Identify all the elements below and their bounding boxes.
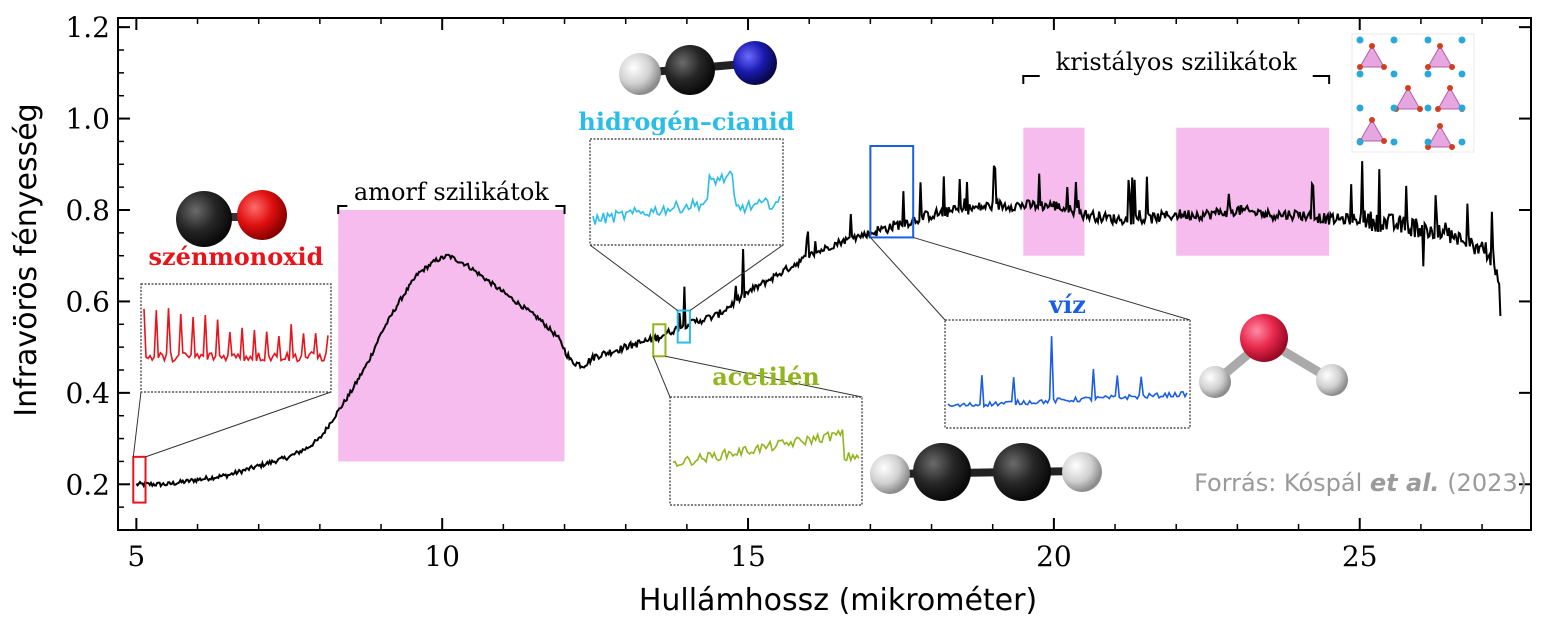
- water-label: víz: [1048, 290, 1086, 319]
- co-molecule-icon: [176, 190, 287, 247]
- x-tick-label: 10: [424, 540, 460, 573]
- c2h2-leader-line: [652, 356, 671, 398]
- y-tick-label: 0.2: [65, 468, 110, 501]
- co-leader-line: [132, 391, 142, 457]
- c2h2-label: acetilén: [712, 362, 819, 391]
- crystal-structure-icon: [1351, 33, 1475, 153]
- co-inset-trace: [143, 308, 329, 364]
- water-molecule-icon: [1199, 314, 1348, 398]
- water-inset-trace: [947, 336, 1188, 409]
- c2h2-leader-line: [665, 355, 863, 398]
- y-tick-label: 1.0: [65, 103, 110, 136]
- water-zoom-box: [869, 145, 915, 239]
- hcn-inset-trace: [592, 170, 781, 225]
- x-tick-label: 20: [1036, 540, 1072, 573]
- water-inset: [944, 319, 1191, 429]
- region-label-bg-1: [1039, 46, 1313, 80]
- acetylene-molecule-icon: [870, 443, 1102, 501]
- hcn-inset: [589, 138, 784, 246]
- co-zoom-box: [132, 455, 147, 504]
- region-label-1: kristályos szilikátok: [1056, 48, 1298, 76]
- c2h2-zoom-box: [652, 323, 667, 358]
- y-tick-label: 0.4: [65, 377, 110, 410]
- c2h2-inset-trace: [672, 429, 860, 468]
- hcn-label: hidrogén–cianid: [578, 107, 794, 136]
- x-axis-ticks: 5 10 15 20 25: [127, 18, 1483, 573]
- shaded-region-0: [338, 210, 565, 462]
- y-axis-ticks: 0.2 0.4 0.6 0.8 1.0 1.2: [65, 11, 1531, 531]
- plot-frame: [117, 17, 1532, 531]
- co-leader-line: [145, 391, 332, 458]
- x-tick-label: 15: [730, 540, 766, 573]
- x-axis-title: Hullámhossz (mikrométer): [639, 583, 1037, 618]
- y-axis-title: Infravörös fényesség: [9, 103, 44, 416]
- y-tick-label: 0.8: [65, 194, 110, 227]
- region-labels: amorf szilikátok kristályos szilikátok: [337, 46, 1331, 214]
- hcn-leader-line: [689, 244, 784, 311]
- hcn-leader-line: [589, 244, 678, 311]
- region-label-0: amorf szilikátok: [354, 178, 549, 206]
- region-label-bg-0: [347, 176, 556, 210]
- spectrum-line: [135, 161, 1502, 489]
- co-inset: [140, 283, 332, 393]
- x-tick-label: 25: [1342, 540, 1378, 573]
- y-tick-label: 0.6: [65, 285, 110, 318]
- shaded-region-2: [1176, 127, 1330, 256]
- water-leader-line: [913, 236, 1191, 321]
- hcn-molecule-icon: [619, 41, 777, 95]
- co-label: szénmonoxid: [149, 242, 324, 271]
- c2h2-inset: [669, 396, 863, 506]
- hcn-zoom-box: [676, 309, 691, 344]
- y-tick-label: 1.2: [65, 11, 110, 44]
- annotations: szénmonoxid hidrogén–cianid acetilén víz: [132, 107, 1191, 506]
- shaded-regions: [338, 127, 1330, 462]
- shaded-region-1: [1023, 127, 1085, 256]
- x-tick-label: 5: [127, 540, 145, 573]
- source-credit: Forrás: Kóspál et al. (2023): [1194, 469, 1527, 497]
- water-leader-line: [870, 237, 946, 321]
